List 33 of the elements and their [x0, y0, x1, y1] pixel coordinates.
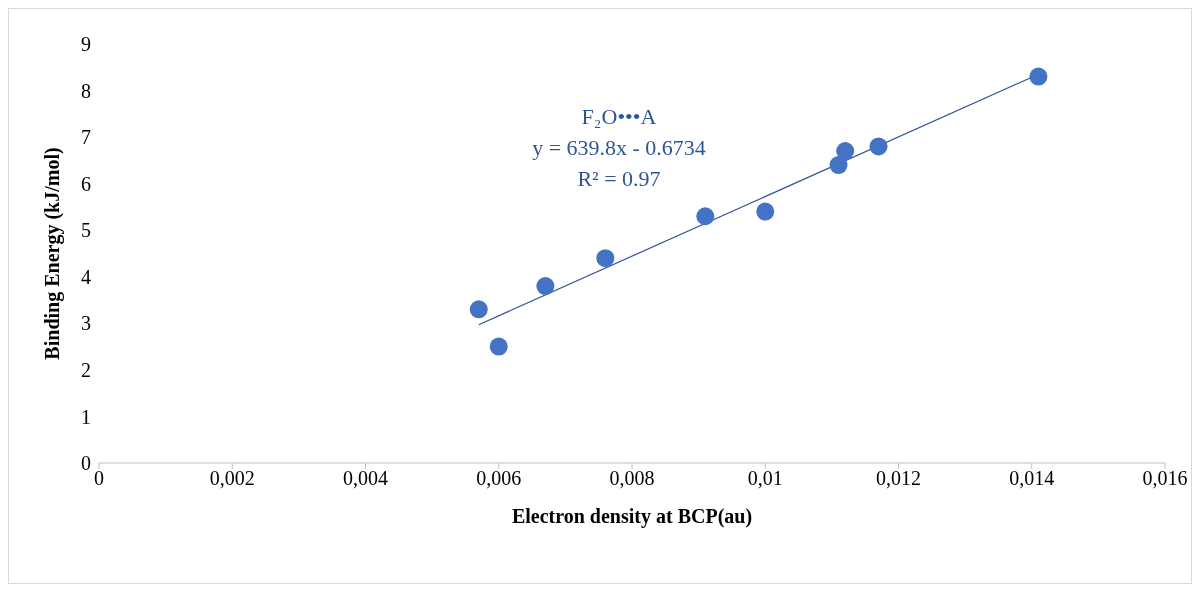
y-tick-label: 6: [81, 172, 91, 195]
annotation: R² = 0.97: [576, 165, 662, 193]
y-tick-label: 2: [81, 358, 91, 381]
point: [836, 142, 855, 161]
point: [756, 202, 775, 221]
y-tick-label: 7: [81, 126, 91, 149]
y-tick-label: 0: [81, 452, 91, 475]
point: [596, 249, 615, 268]
point: [869, 137, 888, 156]
annotation: F₂O•••A: [580, 103, 658, 131]
x-tick-label: 0,012: [876, 467, 921, 490]
x-tick-label: 0,01: [747, 467, 783, 490]
point: [469, 300, 488, 319]
x-tick-label: 0,014: [1009, 467, 1055, 490]
point: [829, 156, 848, 175]
x-tick-label: 0,002: [209, 467, 255, 490]
x-axis-title: Electron density at BCP(au): [511, 505, 753, 528]
x-tick-label: 0,016: [1142, 467, 1188, 490]
y-tick-label: 8: [81, 79, 91, 102]
x-tick-label: 0,008: [609, 467, 655, 490]
y-tick-label: 4: [81, 265, 91, 288]
point: [696, 207, 715, 226]
point: [1029, 67, 1048, 86]
y-tick-label: 9: [81, 33, 91, 56]
y-tick-label: 5: [81, 219, 91, 242]
x-tick-label: 0,006: [476, 467, 522, 490]
annotation: y = 639.8x - 0.6734: [531, 134, 707, 162]
x-tick-label: 0,004: [343, 467, 388, 490]
point: [489, 337, 508, 356]
y-axis-title: Binding Energy (kJ/mol): [41, 147, 65, 360]
point: [536, 277, 555, 296]
y-tick-label: 1: [81, 405, 91, 428]
y-tick-label: 3: [81, 312, 91, 335]
